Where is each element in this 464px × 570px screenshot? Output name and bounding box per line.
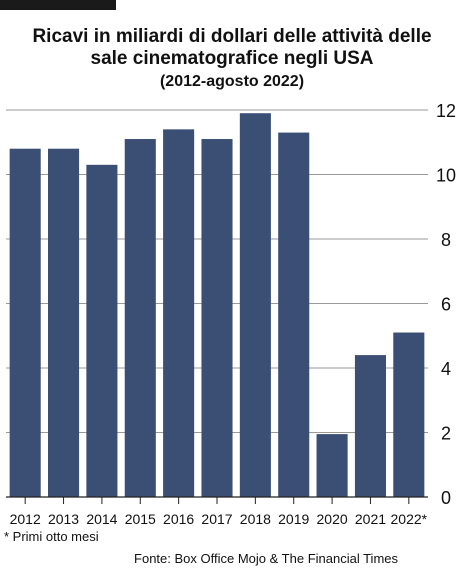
x-tick-label: 2013	[48, 511, 79, 527]
title-block: Ricavi in miliardi di dollari delle atti…	[0, 26, 464, 92]
y-tick-label: 8	[441, 230, 451, 250]
y-tick-label: 12	[436, 101, 456, 121]
bars	[9, 113, 425, 497]
bar	[48, 148, 80, 497]
x-tick-label: 2020	[317, 511, 348, 527]
bar	[393, 332, 425, 497]
bar	[124, 139, 156, 497]
source-note: Fonte: Box Office Mojo & The Financial T…	[134, 551, 398, 566]
y-tick-label: 10	[436, 166, 456, 186]
x-tick-label: 2016	[163, 511, 194, 527]
bar	[163, 129, 195, 497]
x-tick-label: 2015	[125, 511, 156, 527]
bar	[86, 164, 118, 497]
chart-title: Ricavi in miliardi di dollari delle atti…	[32, 26, 432, 69]
bar	[278, 132, 310, 497]
x-tick-label: 2017	[201, 511, 232, 527]
y-tick-label: 4	[441, 359, 451, 379]
footnote: * Primi otto mesi	[4, 529, 99, 544]
x-tick-label: 2014	[86, 511, 117, 527]
axes: 0 2 4 6 8 10 12 2012 2013 2014 2015 2016 2017 2018 201…	[6, 101, 456, 527]
x-tick-label: 2019	[278, 511, 309, 527]
x-tick-label: 2021	[355, 511, 386, 527]
y-tick-label: 2	[441, 424, 451, 444]
x-tick-label: 2022*	[391, 511, 428, 527]
y-tick-label: 6	[441, 295, 451, 315]
chart-subtitle: (2012-agosto 2022)	[159, 73, 305, 90]
bar	[9, 148, 41, 497]
bar	[201, 139, 233, 497]
bar	[239, 113, 271, 497]
y-tick-label: 0	[441, 488, 451, 508]
bar	[316, 434, 348, 497]
x-tick-label: 2012	[10, 511, 41, 527]
top-accent-bar	[0, 0, 116, 10]
bar	[354, 355, 386, 497]
x-tick-label: 2018	[240, 511, 271, 527]
